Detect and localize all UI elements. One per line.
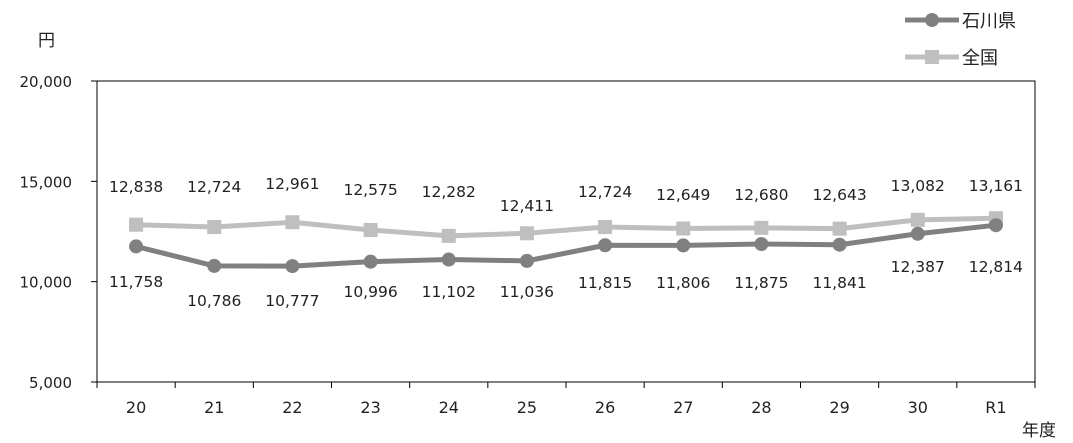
data-point-ishikawa [676,238,691,253]
data-label-national: 12,411 [500,197,554,215]
data-label-ishikawa: 11,036 [500,283,554,301]
legend-label: 全国 [962,48,998,69]
data-labels-layer: 12,838 12,724 12,961 12,575 12,282 12,411 12,7… [109,175,1023,310]
data-label-ishikawa: 11,841 [812,274,866,292]
data-label-national: 12,961 [265,175,319,193]
data-point-ishikawa [832,237,847,252]
data-label-ishikawa: 11,806 [656,274,710,292]
data-point-national [441,228,456,243]
x-tick-label: 27 [673,398,693,417]
data-point-national [519,226,534,241]
data-point-ishikawa [598,238,613,253]
x-tick-label: 20 [126,398,146,417]
x-tick-label: 23 [360,398,380,417]
data-point-national [207,220,222,235]
data-point-ishikawa [988,218,1003,233]
x-axis-label: 年度 [1022,421,1056,441]
data-label-national: 12,643 [812,186,866,204]
data-label-national: 12,575 [343,181,397,199]
data-point-ishikawa [441,252,456,267]
x-tick-label: 21 [204,398,224,417]
data-point-ishikawa [910,226,925,241]
x-tick-label: 29 [829,398,849,417]
data-label-national: 13,082 [891,177,945,195]
data-point-national [676,221,691,236]
x-tick-label: 25 [517,398,537,417]
data-label-national: 12,680 [734,186,788,204]
data-label-national: 12,282 [422,183,476,201]
data-point-ishikawa [754,237,769,252]
series-layer [129,211,1003,274]
legend-item-ishikawa: 石川県 [905,11,1016,32]
legend-label: 石川県 [962,11,1016,32]
data-label-ishikawa: 11,102 [422,283,476,301]
data-label-ishikawa: 12,814 [969,258,1023,276]
data-label-ishikawa: 12,387 [891,258,945,276]
y-axis-label: 円 [38,31,55,51]
data-label-national: 12,838 [109,178,163,196]
x-tick-label: 28 [751,398,771,417]
data-label-ishikawa: 10,777 [265,292,319,310]
x-tick-label: 30 [908,398,928,417]
data-label-ishikawa: 11,815 [578,274,632,292]
y-axis-ticks: 20,000 15,000 10,000 5,000 [20,73,97,392]
data-label-ishikawa: 11,875 [734,274,788,292]
y-tick-label: 10,000 [20,274,73,292]
data-point-national [598,220,613,235]
data-point-ishikawa [363,254,378,269]
y-tick-label: 20,000 [20,73,73,91]
data-point-ishikawa [207,258,222,273]
legend-marker-circle [925,13,939,27]
data-point-national [910,212,925,227]
data-point-national [754,220,769,235]
y-tick-label: 15,000 [20,173,73,191]
data-point-national [129,217,144,232]
data-point-national [363,222,378,237]
data-point-ishikawa [519,253,534,268]
series-line-national [136,215,996,239]
x-tick-label: R1 [985,398,1006,417]
data-point-national [285,215,300,230]
data-label-ishikawa: 10,996 [343,283,397,301]
legend-item-national: 全国 [905,48,998,69]
x-tick-label: 22 [282,398,302,417]
data-point-ishikawa [285,259,300,274]
y-tick-label: 5,000 [29,374,72,392]
x-tick-label: 26 [595,398,615,417]
data-label-ishikawa: 10,786 [187,292,241,310]
data-label-ishikawa: 11,758 [109,273,163,291]
data-point-national [832,221,847,236]
data-label-national: 12,724 [578,183,632,201]
data-label-national: 12,649 [656,186,710,204]
legend-marker-square [925,50,939,64]
series-line-ishikawa [135,222,997,269]
x-axis-ticks: 20 21 22 23 24 25 26 27 28 29 30 R1 [96,382,1036,417]
data-point-ishikawa [129,239,144,254]
x-tick-label: 24 [439,398,459,417]
data-label-national: 13,161 [969,177,1023,195]
data-label-national: 12,724 [187,178,241,196]
